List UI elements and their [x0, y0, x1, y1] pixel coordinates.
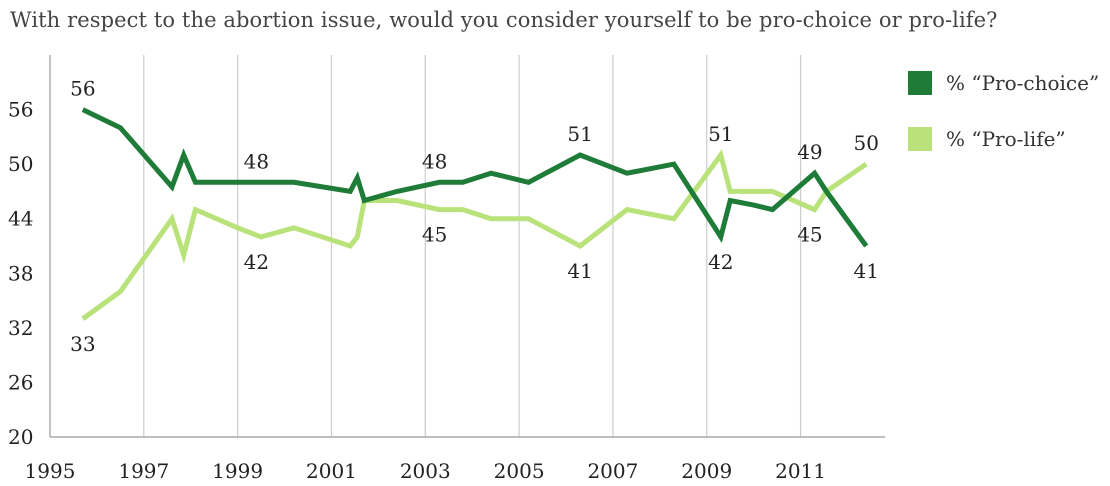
x-tick-label-2001: 2001	[306, 459, 357, 483]
legend-swatch-pro-choice	[908, 71, 932, 95]
y-tick-label-38: 38	[8, 261, 33, 285]
chart-title: With respect to the abortion issue, woul…	[10, 8, 998, 32]
series-line-pro-choice	[81, 107, 869, 248]
x-tick-label-1997: 1997	[118, 459, 169, 483]
x-tick-label-2009: 2009	[681, 459, 732, 483]
y-tick-label-50: 50	[8, 152, 33, 176]
legend-item-pro-choice: % “Pro-choice”	[908, 68, 1099, 98]
x-tick-label-1999: 1999	[212, 459, 263, 483]
legend-label-pro-choice: % “Pro-choice”	[946, 71, 1100, 95]
data-label-8: 51	[708, 122, 733, 146]
data-label-7: 41	[567, 259, 592, 283]
data-label-5: 45	[422, 223, 447, 247]
data-label-11: 45	[797, 223, 822, 247]
y-tick-label-26: 26	[8, 370, 33, 394]
data-label-2: 48	[244, 149, 269, 173]
data-label-layer: 56 33 48 42 48 45 51 41 51 42 49 45 50 41	[70, 77, 879, 356]
data-label-6: 51	[567, 122, 592, 146]
y-tick-label-32: 32	[8, 316, 33, 340]
y-tick-label-44: 44	[8, 207, 33, 231]
data-label-9: 42	[708, 250, 733, 274]
y-tick-label-56: 56	[8, 98, 33, 122]
series-layer	[81, 107, 869, 321]
data-label-12: 50	[854, 131, 879, 155]
data-label-10: 49	[797, 140, 822, 164]
legend-swatch-pro-life	[908, 127, 932, 151]
grid-layer	[143, 55, 802, 437]
legend: % “Pro-choice” % “Pro-life”	[908, 68, 1099, 180]
data-label-13: 41	[854, 259, 879, 283]
data-label-4: 48	[422, 149, 447, 173]
data-label-1: 33	[70, 332, 95, 356]
axis-layer: 20 26 32 38 44 50 56 1995 1997 1999 2001 2003 2005 20…	[8, 55, 885, 483]
y-tick-label-20: 20	[8, 425, 33, 449]
legend-label-pro-life: % “Pro-life”	[946, 127, 1066, 151]
x-tick-label-2011: 2011	[775, 459, 826, 483]
x-tick-label-2003: 2003	[400, 459, 451, 483]
data-label-3: 42	[244, 250, 269, 274]
x-tick-label-1995: 1995	[25, 459, 76, 483]
x-tick-label-2007: 2007	[587, 459, 638, 483]
data-label-0: 56	[70, 77, 95, 101]
legend-item-pro-life: % “Pro-life”	[908, 124, 1099, 154]
x-tick-label-2005: 2005	[494, 459, 545, 483]
series-line-pro-life	[81, 149, 868, 321]
